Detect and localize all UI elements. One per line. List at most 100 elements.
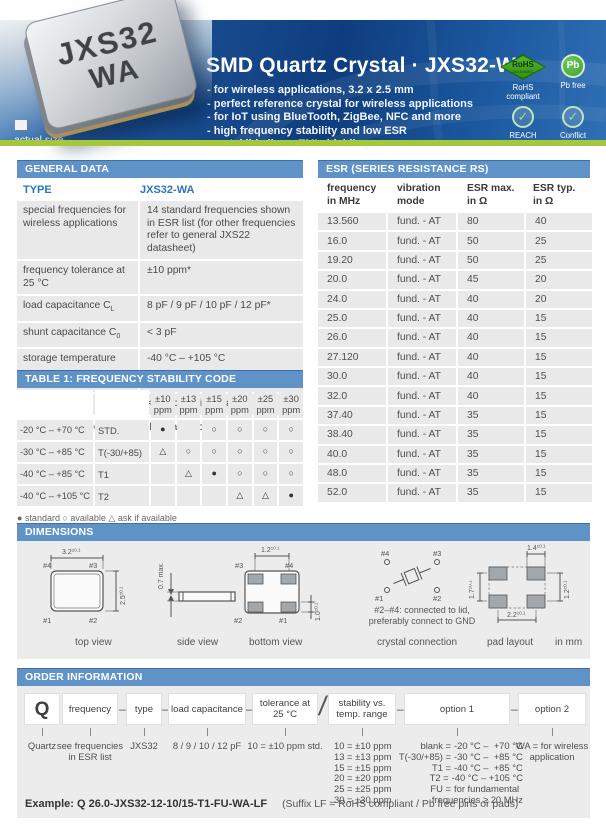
esr-cell: 80 [458,213,524,231]
esr-cell: 15 [526,387,592,405]
esr-cell: 13.560 [318,213,386,231]
order-box-stability: stability vs. temp. range [329,694,395,724]
esr-cell: 26.0 [318,329,386,347]
svg-text:2.2±0.1: 2.2±0.1 [507,611,526,620]
esr-cell: 20.0 [318,271,386,289]
svg-text:1.0±0.1: 1.0±0.1 [314,602,323,621]
order-box-option2: option 2 [519,694,585,724]
esr-cell: 15 [526,464,592,483]
spec-value: ±10 ppm* [140,261,303,294]
actual-size-chip-icon [15,120,27,130]
availability-cell: △ [253,486,278,506]
stability-table: ±10 ppm ±13 ppm ±15 ppm ±20 ppm ±25 ppm ±30 pp… [17,390,303,506]
esr-cell: fund. - AT [388,329,456,347]
esr-cell: 50 [458,251,524,270]
esr-cell: 20 [526,271,592,289]
pad-layout-drawing: 1.4±0.1 1.7±0.1 1.2±0.1 2.2±0.1 [469,544,572,623]
connector-tick [285,728,286,736]
esr-cell: fund. - AT [388,387,456,405]
spec-value: < 3 pF [140,322,303,348]
spec-label: special frequencies for wireless applica… [17,201,138,259]
esr-cell: 35 [458,484,524,502]
column-header: ±13 ppm [176,390,201,418]
code-cell: STD. [95,420,149,440]
esr-cell: 38.40 [318,426,386,444]
esr-cell: 32.0 [318,387,386,405]
general-data-table-header: TYPE JXS32-WA [17,178,303,201]
esr-cell: 25 [526,232,592,250]
esr-cell: 24.0 [318,290,386,308]
svg-text:#2: #2 [234,616,242,625]
feature-bullet: - perfect reference crystal for wireless… [207,97,473,110]
pad-layout-caption: pad layout [487,637,534,648]
availability-cell: △ [151,442,175,462]
availability-cell: ○ [253,420,278,440]
connector-tick [362,728,363,736]
spec-label: shunt capacitance C0 [17,322,138,348]
connector-tick [207,728,208,736]
table-row: frequency tolerance at 25 °C ±10 ppm* [17,261,303,294]
connector-tick [457,728,458,736]
temp-range-cell: -40 °C – +105 °C [17,486,93,506]
stability-legend: ● standard ○ available △ ask if availabl… [17,513,177,523]
esr-cell: 52.0 [318,484,386,502]
order-box-tolerance: tolerance at 25 °C [253,694,317,724]
svg-text:#3: #3 [433,549,441,558]
connector-tick [42,728,43,736]
pb-free-badge: Pb Pb free [548,52,598,91]
column-header: ±15 ppm [202,390,226,418]
esr-cell: 45 [458,271,524,289]
column-header: ±10 ppm [151,390,175,418]
rohs-badge: RoHS 2011/65/EC RoHS compliant [498,52,548,102]
order-desc-stability: 10 = ±10 ppm 13 = ±13 ppm 15 = ±15 ppm 2… [334,740,392,805]
crystal-connection-drawing: #4 #3 #1 #2 [375,549,441,603]
esr-cell: fund. - AT [388,290,456,308]
esr-cell: 40 [458,309,524,328]
side-view-drawing: 0.7 max. [158,562,236,617]
crystal-connection-caption: crystal connection [377,637,458,648]
dimensions-section: DIMENSIONS 3.2±0.1 #4 #3 #1 #2 2.5±0.1 t… [17,523,590,659]
esr-cell: fund. - AT [388,426,456,444]
side-view-caption: side view [177,637,219,648]
esr-cell: 19.20 [318,251,386,270]
availability-cell: ● [279,486,303,506]
stability-section-header: TABLE 1: FREQUENCY STABILITY CODE [17,370,303,388]
esr-cell: 40 [526,213,592,231]
empty-cell [95,390,149,418]
esr-cell: 30.0 [318,368,386,386]
esr-cell: 15 [526,309,592,328]
column-header: frequency in MHz [327,183,377,207]
rohs-diamond-text: RoHS [512,59,534,69]
connector-tick [144,728,145,736]
temp-range-cell: -30 °C – +85 °C [17,442,93,462]
esr-cell: 40 [458,368,524,386]
table-row: storage temperature -40 °C – +105 °C [17,349,303,370]
stability-code-section: TABLE 1: FREQUENCY STABILITY CODE ±10 ppm… [17,370,303,524]
svg-text:#2: #2 [89,616,97,625]
subscript: 0 [116,332,121,340]
order-separator-slash: / [316,691,329,721]
order-example-note: (Suffix LF = RoHS compliant / Pb free pi… [282,799,519,810]
table-row: load capacitance CL 8 pF / 9 pF / 10 pF … [17,296,303,321]
esr-cell: fund. - AT [388,232,456,250]
green-divider-bar [0,140,606,146]
esr-cell: 48.0 [318,464,386,483]
spec-label: frequency tolerance at 25 °C [17,261,138,294]
availability-cell [151,486,175,506]
svg-text:1.2±0.1: 1.2±0.1 [563,580,572,599]
order-separator-dash: – [397,702,404,716]
esr-cell: fund. - AT [388,406,456,425]
unit-note: in mm [555,637,583,648]
availability-cell: ○ [279,420,303,440]
order-separator-dash: – [511,702,518,716]
dimensions-panel: 3.2±0.1 #4 #3 #1 #2 2.5±0.1 top view [17,541,590,659]
order-separator-dash: – [162,702,169,716]
connector-tick [552,728,553,736]
esr-cell: 15 [526,426,592,444]
order-separator-dash: – [246,702,253,716]
pb-free-icon: Pb [561,54,585,78]
availability-cell: △ [176,464,201,484]
availability-cell: ○ [202,442,226,462]
esr-cell: 15 [526,368,592,386]
svg-text:#4: #4 [43,561,51,570]
